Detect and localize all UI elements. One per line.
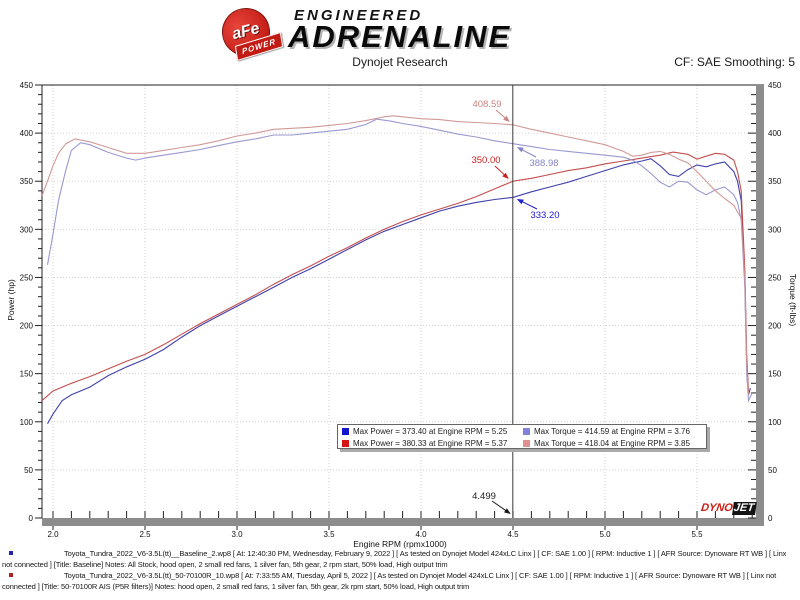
brand-adrenaline-text: ADRENALINE <box>288 19 512 54</box>
run-bullet-modified <box>9 573 13 577</box>
y-tick-label-left: 150 <box>20 370 34 379</box>
y-tick-label-left: 200 <box>20 322 34 331</box>
x-tick-label: 5.0 <box>599 530 611 539</box>
y-tick-label-left: 100 <box>20 418 34 427</box>
y-tick-label-right: 100 <box>768 418 782 427</box>
y-tick-label-left: 300 <box>20 225 34 234</box>
legend-swatch-torque-modified <box>523 439 530 447</box>
run-text-baseline: Toyota_Tundra_2022_V6-3.5L(tt)__Baseline… <box>2 549 787 569</box>
legend-swatch-torque-baseline <box>523 427 530 435</box>
x-tick-label: 4.5 <box>507 530 519 539</box>
right-axis-bar <box>756 85 764 526</box>
y-tick-label-right: 0 <box>768 514 773 523</box>
legend-item-power-modified: Max Power = 380.33 at Engine RPM = 5.37 <box>342 439 523 448</box>
y-tick-label-left: 450 <box>20 81 34 90</box>
plot-curves <box>41 115 753 424</box>
arrow-cursor-rpm-line <box>491 500 507 512</box>
y-tick-label-right: 300 <box>768 225 782 234</box>
y-tick-label-left: 400 <box>20 129 34 138</box>
series-curve-torque_modified <box>41 115 750 395</box>
x-tick-label: 3.5 <box>323 530 335 539</box>
x-axis-title: Engine RPM (rpmx1000) <box>353 539 447 549</box>
y-tick-label-right: 50 <box>768 466 777 475</box>
y-tick-label-right: 150 <box>768 370 782 379</box>
dynojet-logo: DYNOJET <box>700 502 757 515</box>
arrow-power-modified-line <box>494 165 506 176</box>
legend-text-torque-baseline: Max Torque = 414.59 at Engine RPM = 3.76 <box>534 426 690 436</box>
plot-gridlines <box>42 85 756 518</box>
x-tick-label: 2.5 <box>139 530 151 539</box>
y-tick-label-left: 250 <box>20 273 34 282</box>
legend-item-power-baseline: Max Power = 373.40 at Engine RPM = 5.25 <box>342 427 523 436</box>
legend-swatch-power-modified <box>342 439 349 447</box>
dynojet-logo-jet: JET <box>731 502 757 515</box>
callout-torque-modified: 408.59 <box>472 99 501 110</box>
x-tick-label: 5.5 <box>691 530 703 539</box>
x-tick-label: 3.0 <box>231 530 243 539</box>
run-entry-baseline: Toyota_Tundra_2022_V6-3.5L(tt)__Baseline… <box>2 549 797 570</box>
legend-item-torque-modified: Max Torque = 418.04 at Engine RPM = 3.85 <box>523 439 708 448</box>
y-tick-label-right: 250 <box>768 273 782 282</box>
arrow-torque-modified-head <box>503 115 510 122</box>
brand-engineered-text: ENGINEERED <box>294 7 424 24</box>
x-tick-label: 2.0 <box>47 530 59 539</box>
chart-title: Dynojet Research <box>352 55 448 69</box>
afe-brand-logo: aFe POWER ENGINEERED ADRENALINE <box>216 2 578 62</box>
legend-text-power-modified: Max Power = 380.33 at Engine RPM = 5.37 <box>353 438 508 448</box>
bottom-axis-bar <box>42 518 764 526</box>
arrow-power-modified-head <box>502 172 509 179</box>
series-curve-power_baseline <box>47 158 751 424</box>
y-tick-label-right: 350 <box>768 177 782 186</box>
arrow-power-baseline-line <box>521 200 538 210</box>
arrow-cursor-rpm-head <box>504 508 511 514</box>
run-bullet-baseline <box>9 551 13 555</box>
y-tick-label-left: 350 <box>20 177 34 186</box>
y-tick-label-left: 50 <box>24 466 33 475</box>
plot-axes: 0 0 50 50 100 100 150 150 200 200 250 250 300 300 350 3… <box>20 81 782 539</box>
y-tick-label-right: 400 <box>768 129 782 138</box>
smoothing-setting-label: CF: SAE Smoothing: 5 <box>674 55 795 69</box>
y-axis-title-left: Power (hp) <box>6 279 16 321</box>
run-info-footer: Toyota_Tundra_2022_V6-3.5L(tt)__Baseline… <box>2 549 797 593</box>
run-entry-modified: Toyota_Tundra_2022_V6-3.5L(tt)_50-70100R… <box>2 571 797 592</box>
y-tick-label-right: 200 <box>768 322 782 331</box>
callout-cursor-rpm: 4.499 <box>472 491 496 502</box>
legend-text-power-baseline: Max Power = 373.40 at Engine RPM = 5.25 <box>353 426 508 436</box>
legend-item-torque-baseline: Max Torque = 414.59 at Engine RPM = 3.76 <box>523 427 708 436</box>
series-curve-torque_baseline <box>46 118 753 403</box>
arrow-power-baseline-head <box>516 199 524 205</box>
y-tick-label-left: 0 <box>29 514 34 523</box>
plot-callouts: 408.59 388.98 350.00 333.20 4.499 <box>471 99 560 514</box>
x-tick-label: 4.0 <box>415 530 427 539</box>
run-text-modified: Toyota_Tundra_2022_V6-3.5L(tt)_50-70100R… <box>2 571 777 591</box>
series-curve-power_modified <box>41 151 750 402</box>
y-tick-label-right: 450 <box>768 81 782 90</box>
y-axis-title-right: Torque (ft-lbs) <box>788 274 798 327</box>
dynojet-logo-dyno: DYNO <box>700 502 734 514</box>
callout-power-baseline: 333.20 <box>530 210 559 221</box>
legend-text-torque-modified: Max Torque = 418.04 at Engine RPM = 3.85 <box>534 438 690 448</box>
arrow-torque-baseline-line <box>521 148 537 158</box>
legend-box: Max Power = 373.40 at Engine RPM = 5.25 … <box>337 424 707 449</box>
arrow-torque-baseline-head <box>516 147 524 153</box>
callout-torque-baseline: 388.98 <box>529 158 558 169</box>
legend-swatch-power-baseline <box>342 427 349 435</box>
arrow-torque-modified-line <box>495 109 507 120</box>
callout-power-modified: 350.00 <box>471 155 500 166</box>
